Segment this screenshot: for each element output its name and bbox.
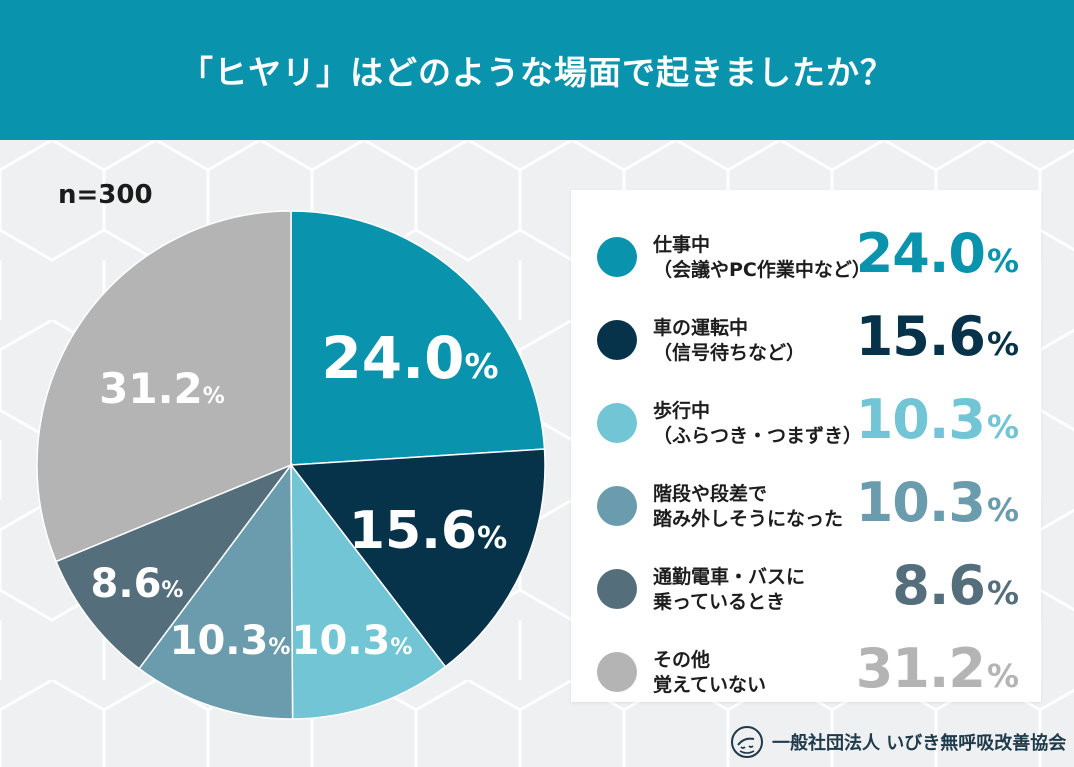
legend-label-line2: （信号待ちなど）: [653, 342, 806, 364]
legend-label-line1: 歩行中: [653, 400, 711, 422]
legend-label-line1: 階段や段差で: [653, 483, 768, 505]
pie-slice-label-0: 24.0%: [321, 324, 498, 392]
organization-name: 一般社団法人 いびき無呼吸改善協会: [772, 733, 1067, 754]
legend-value: 24.0%: [855, 222, 1019, 285]
legend-item: 通勤電車・バスに 乗っているとき 8.6%: [571, 550, 1041, 630]
legend-label: 車の運転中 （信号待ちなど）: [653, 316, 883, 366]
legend-label: 階段や段差で踏み外しそうになった: [653, 482, 883, 532]
pie-slice-3: [138, 462, 294, 720]
legend-value: 10.3%: [855, 471, 1019, 534]
pie-slice-0: [290, 210, 546, 466]
sleeping-face-logo-icon: [731, 726, 763, 758]
legend-label-line1: その他: [653, 649, 711, 671]
legend-item: 階段や段差で 踏み外しそうになった 10.3%: [571, 467, 1041, 547]
legend-label-line2: （ふらつき・つまずき）: [653, 425, 863, 447]
sample-size-label: n=300: [58, 180, 153, 210]
legend-label-line2: 乗っているとき: [653, 591, 786, 613]
legend-swatch: [597, 569, 637, 609]
legend-label-line2: （会議やPC作業中など）: [653, 259, 871, 281]
pie-slice-5: [36, 210, 292, 563]
legend-swatch: [597, 237, 637, 277]
legend-item: 車の運転中 （信号待ちなど） 15.6%: [571, 301, 1041, 381]
legend-label: 歩行中 （ふらつき・つまずき）: [653, 399, 883, 449]
legend-label: 仕事中 （会議やPC作業中など）: [653, 233, 883, 283]
legend-item: 歩行中 （ふらつき・つまずき） 10.3%: [571, 384, 1041, 464]
legend-label: 通勤電車・バスに 乗っているとき: [653, 565, 883, 615]
footer: 一般社団法人 いびき無呼吸改善協会: [730, 722, 1066, 762]
legend-label-line2: 踏み外しそうになった: [653, 508, 844, 530]
legend-value: 31.2%: [855, 637, 1019, 700]
chart-title: 「ヒヤリ」はどのような場面で起きましたか？: [180, 53, 894, 92]
legend-value: 10.3%: [855, 388, 1019, 451]
pie-slice-1: [289, 448, 546, 668]
legend-item: 仕事中 （会議やPC作業中など） 24.0%: [571, 218, 1041, 298]
legend-label-line1: 通勤電車・バスに: [653, 566, 806, 588]
legend-value: 8.6%: [892, 554, 1019, 617]
legend-label-line1: 車の運転中: [653, 317, 749, 339]
legend-item: その他 覚えていない 31.2%: [571, 633, 1041, 713]
pie-slice-label-5: 31.2%: [99, 364, 225, 413]
title-banner: 「ヒヤリ」はどのような場面で起きましたか？: [0, 0, 1074, 140]
legend-label: その他 覚えていない: [653, 648, 883, 698]
pie-slice-label-3: 10.3%: [170, 618, 291, 664]
legend-swatch: [597, 403, 637, 443]
legend-swatch: [597, 486, 637, 526]
legend-panel: 仕事中 （会議やPC作業中など） 24.0% 車の運転中 （信号待ちなど） 15.6% 歩行…: [571, 190, 1041, 702]
pie-slice-label-4: 8.6%: [91, 561, 184, 607]
legend-swatch: [597, 652, 637, 692]
pie-slice-label-2: 10.3%: [292, 618, 413, 664]
pie-slice-4: [55, 463, 294, 670]
legend-label-line2: 覚えていない: [653, 674, 767, 696]
legend-label-line1: 仕事中: [653, 234, 711, 256]
pie-slice-2: [290, 462, 447, 720]
legend-swatch: [597, 320, 637, 360]
pie-slice-label-1: 15.6%: [349, 501, 507, 561]
legend-value: 15.6%: [855, 305, 1019, 368]
